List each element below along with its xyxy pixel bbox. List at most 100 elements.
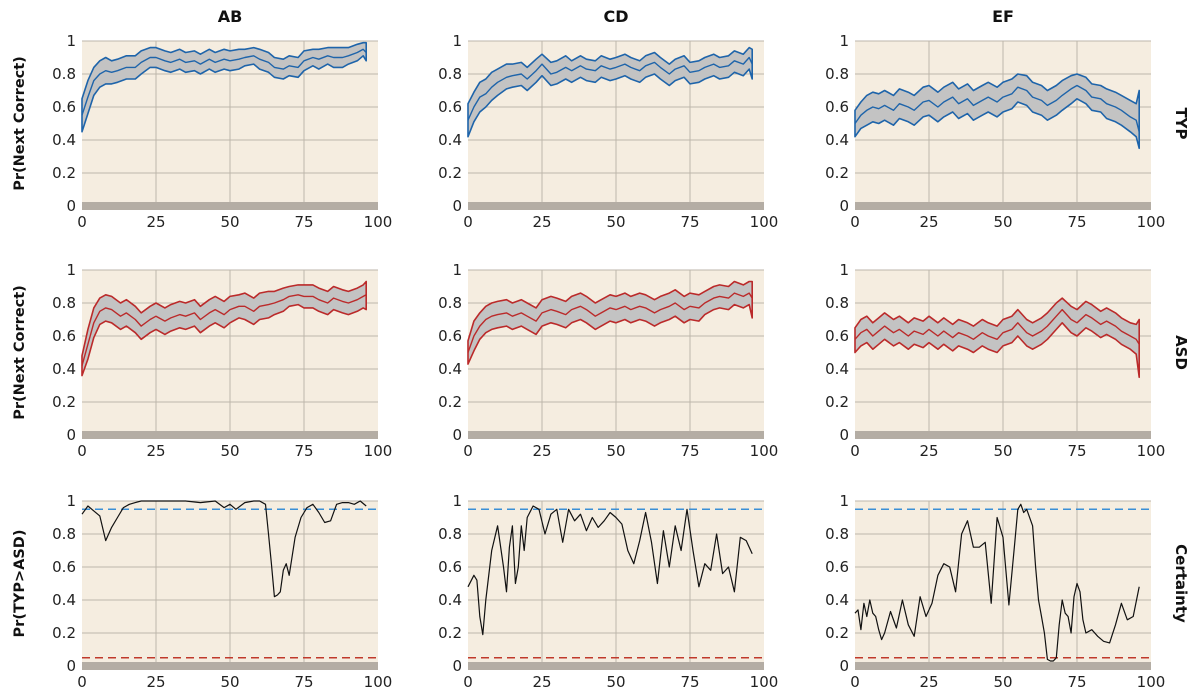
y-tick-label: 0.8 (825, 525, 849, 543)
x-tick-label: 25 (919, 673, 938, 691)
x-tick-label: 0 (850, 673, 860, 691)
x-tick-label: 25 (919, 442, 938, 460)
y-tick-label: 1 (452, 261, 462, 279)
y-tick-label: 0 (452, 657, 462, 675)
y-tick-label: 0.2 (438, 393, 462, 411)
x-tick-label: 0 (77, 673, 87, 691)
y-tick-label: 0.6 (825, 558, 849, 576)
panel-cert-ef: 0 0.2 0.4 0.6 0.8 1 0 25 50 75 100 (825, 492, 1165, 691)
y-tick-label: 1 (452, 32, 462, 50)
y-tick-label: 0.6 (52, 327, 76, 345)
x-tick-label: 75 (1067, 442, 1086, 460)
y-tick-label: 1 (66, 32, 76, 50)
y-tick-label: 0.8 (438, 525, 462, 543)
row-label: ASD (1172, 335, 1190, 370)
y-tick-label: 0.8 (825, 294, 849, 312)
certainty-line (854, 503, 1140, 662)
x-tick-label: 25 (532, 673, 551, 691)
x-tick-label: 100 (750, 213, 779, 231)
x-axis-bar (855, 662, 1151, 670)
x-tick-label: 75 (680, 213, 699, 231)
y-tick-label: 0.4 (825, 131, 849, 149)
certainty-line (467, 505, 753, 636)
panel-cert-ab: 0 0.2 0.4 0.6 0.8 1 0 25 50 75 100 (52, 492, 392, 691)
y-tick-label: 0.6 (825, 98, 849, 116)
y-axis-label: Pr(TYP>ASD) (12, 530, 28, 638)
x-tick-label: 50 (606, 442, 625, 460)
y-tick-label: 0.4 (52, 360, 76, 378)
panel-typ-ab: 0 0.2 0.4 0.6 0.8 1 0 25 50 75 100 (52, 32, 392, 231)
y-tick-label: 0.2 (52, 164, 76, 182)
x-tick-label: 50 (606, 673, 625, 691)
panel-asd-ab: 0 0.2 0.4 0.6 0.8 1 0 25 50 75 100 (52, 261, 392, 460)
y-tick-label: 0.4 (52, 591, 76, 609)
x-tick-label: 0 (463, 442, 473, 460)
y-tick-label: 1 (452, 492, 462, 510)
x-tick-label: 0 (463, 673, 473, 691)
certainty-line (81, 500, 367, 598)
y-tick-label: 0.4 (438, 360, 462, 378)
credible-band (467, 46, 753, 138)
panel-asd-ef: 0 0.2 0.4 0.6 0.8 1 0 25 50 75 100 (825, 261, 1165, 460)
y-tick-label: 0.4 (825, 591, 849, 609)
x-tick-label: 25 (146, 442, 165, 460)
mean-line (467, 56, 753, 121)
y-tick-label: 0.6 (825, 327, 849, 345)
x-tick-label: 75 (680, 673, 699, 691)
x-tick-label: 0 (77, 213, 87, 231)
x-tick-label: 50 (993, 442, 1012, 460)
credible-band (81, 280, 367, 377)
y-tick-label: 0 (66, 657, 76, 675)
x-tick-label: 100 (750, 673, 779, 691)
y-tick-label: 0.8 (825, 65, 849, 83)
x-tick-label: 100 (364, 442, 393, 460)
x-tick-label: 75 (1067, 673, 1086, 691)
x-tick-label: 50 (993, 213, 1012, 231)
row-label: TYP (1172, 107, 1190, 139)
x-tick-label: 75 (294, 442, 313, 460)
column-title: EF (992, 7, 1014, 26)
y-tick-label: 0.2 (438, 624, 462, 642)
y-tick-label: 0.2 (52, 624, 76, 642)
x-tick-label: 0 (463, 213, 473, 231)
x-tick-label: 0 (850, 442, 860, 460)
x-tick-label: 100 (364, 673, 393, 691)
credible-band (854, 297, 1140, 379)
y-tick-label: 0.2 (52, 393, 76, 411)
y-tick-label: 0.8 (52, 294, 76, 312)
x-tick-label: 25 (532, 442, 551, 460)
credible-band (467, 280, 753, 365)
y-axis-label: Pr(Next Correct) (12, 56, 28, 191)
x-tick-label: 25 (532, 213, 551, 231)
x-axis-bar (468, 662, 764, 670)
panel-asd-cd: 0 0.2 0.4 0.6 0.8 1 0 25 50 75 100 (438, 261, 778, 460)
y-tick-label: 0.4 (52, 131, 76, 149)
y-tick-label: 0 (66, 426, 76, 444)
y-tick-label: 0 (66, 197, 76, 215)
mean-line (81, 48, 367, 116)
x-axis-bar (82, 202, 378, 210)
x-axis-bar (468, 431, 764, 439)
y-tick-label: 0 (452, 426, 462, 444)
y-tick-label: 0 (452, 197, 462, 215)
x-tick-label: 25 (919, 213, 938, 231)
panel-typ-ef: 0 0.2 0.4 0.6 0.8 1 0 25 50 75 100 (825, 32, 1165, 231)
y-tick-label: 0.8 (52, 525, 76, 543)
y-tick-label: 0.4 (438, 131, 462, 149)
y-tick-label: 0 (839, 657, 849, 675)
y-tick-label: 1 (66, 261, 76, 279)
mean-line (854, 308, 1140, 345)
y-tick-label: 0.6 (438, 558, 462, 576)
column-title: CD (603, 7, 628, 26)
x-tick-label: 75 (294, 213, 313, 231)
y-tick-label: 0.8 (438, 294, 462, 312)
y-tick-label: 1 (66, 492, 76, 510)
y-tick-label: 0 (839, 426, 849, 444)
x-tick-label: 50 (220, 213, 239, 231)
y-tick-label: 0.8 (438, 65, 462, 83)
mean-line (467, 292, 753, 353)
y-tick-label: 0.8 (52, 65, 76, 83)
mean-line (854, 84, 1140, 132)
x-tick-label: 100 (1137, 213, 1166, 231)
y-tick-label: 0 (839, 197, 849, 215)
